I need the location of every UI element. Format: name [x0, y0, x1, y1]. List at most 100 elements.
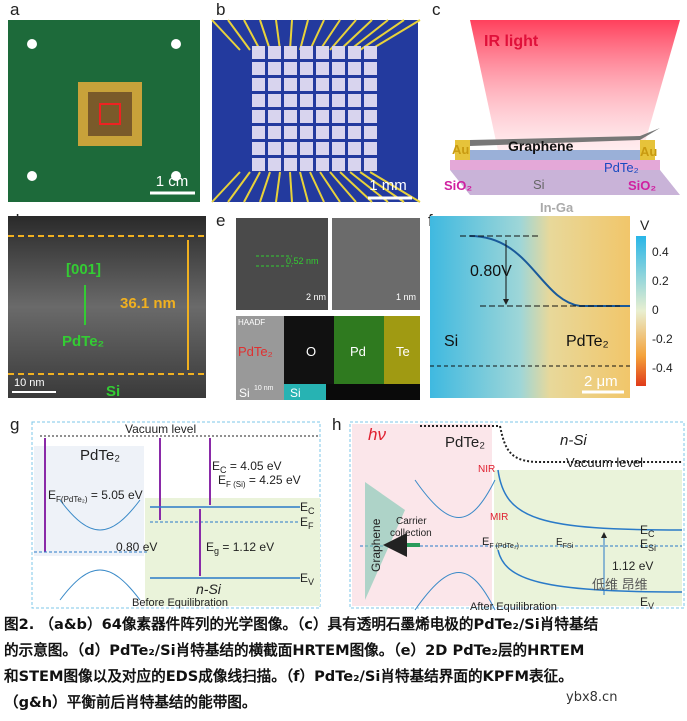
chip-core: [88, 92, 132, 136]
au: [640, 140, 655, 160]
pixel: [332, 62, 345, 75]
pixel: [300, 110, 313, 123]
si-layer: [450, 170, 680, 195]
caption-line: 图2. （a&b）64像素器件阵列的光学图像。（c）具有透明石墨烯电极的PdTe…: [4, 616, 599, 633]
lead: [339, 171, 373, 203]
panel-label: a: [10, 0, 20, 19]
ec-value: EC = 4.05 eV: [212, 459, 282, 475]
pixel: [332, 46, 345, 59]
pixel: [284, 62, 297, 75]
array-bg: [212, 20, 418, 202]
pixel: [316, 126, 329, 139]
figure: a 1 cm b 1 mm c IR light Graphene Au Au …: [8, 0, 685, 612]
pdte2-label: PdTe₂: [604, 160, 639, 175]
efsi-label: EFSi: [556, 537, 574, 550]
collection-label: collection: [390, 528, 432, 539]
au: [455, 140, 470, 160]
scale-label: 2 μm: [584, 373, 618, 390]
material-label: PdTe₂: [445, 434, 485, 451]
panel-label: e: [216, 211, 225, 230]
haadf-map: [236, 316, 284, 400]
pixel: [332, 110, 345, 123]
pixel: [364, 78, 377, 91]
pixel: [284, 110, 297, 123]
graphene-label: Graphene: [508, 138, 574, 154]
ir-beam: [470, 20, 680, 160]
pd-map: [334, 316, 384, 384]
lead: [319, 19, 341, 51]
si-label: Si: [106, 383, 120, 400]
mir-label: MIR: [490, 512, 508, 523]
scale-label: 1 nm: [396, 292, 416, 302]
pixel: [252, 46, 265, 59]
ec-band: [497, 469, 683, 531]
pixel: [268, 158, 281, 171]
ef-si-value: EF (Si) = 4.25 eV: [218, 473, 301, 489]
graphene-label: Graphene: [369, 518, 383, 572]
pixel: [252, 126, 265, 139]
profile: [469, 235, 630, 307]
panel-label: b: [216, 0, 225, 19]
pixel: [300, 94, 313, 107]
lead: [259, 19, 271, 51]
gap-label: 1.12 eV: [612, 559, 653, 573]
pixel: [316, 46, 329, 59]
pdte2-region: [34, 446, 144, 556]
ef-pdte2-value: EF(PdTe₂) = 5.05 eV: [48, 488, 143, 504]
caption-line: 的示意图。（d）PdTe₂/Si肖特基结的横截面HRTEM图像。（e）2D Pd…: [4, 642, 585, 659]
tem-image: [8, 216, 206, 398]
footer: After Equilibration: [470, 601, 557, 612]
lead: [259, 171, 271, 203]
si-label: Si: [290, 386, 301, 400]
ec-label: EC: [300, 500, 315, 516]
pixel: [284, 78, 297, 91]
pixel: [252, 94, 265, 107]
footer: Before Equilibration: [132, 597, 228, 609]
photon-label: hν: [368, 425, 386, 444]
unit-label: V: [640, 217, 650, 233]
panel-label: h: [332, 415, 341, 434]
ev-label: EV: [300, 571, 314, 587]
pixel: [364, 62, 377, 75]
map-label: Pd: [350, 344, 366, 359]
pixel: [300, 142, 313, 155]
panel-label: c: [432, 0, 441, 19]
colorbar-ticks: 0.4 0.2 0 -0.2 -0.4: [652, 245, 673, 375]
pixel: [348, 142, 361, 155]
hrtem: [236, 218, 328, 310]
pixel: [300, 158, 313, 171]
pixel: [348, 46, 361, 59]
map-label: Te: [396, 344, 410, 359]
ir-label: IR light: [484, 33, 539, 50]
highlight: [99, 103, 121, 125]
scale-label: 1 cm: [156, 173, 189, 190]
colorbar-tick: 0: [652, 303, 659, 317]
lead: [299, 19, 309, 51]
material-label: PdTe₂: [80, 447, 120, 464]
scale-label: 10 nm: [254, 385, 274, 392]
pixel: [348, 94, 361, 107]
nir-label: NIR: [478, 464, 495, 475]
oxide-layer: [450, 160, 660, 170]
pixel: [364, 110, 377, 123]
caption-line: （g&h）平衡前后肖特基结的能带图。: [4, 694, 257, 711]
colorbar-tick: 0.2: [652, 274, 669, 288]
lead: [227, 19, 251, 51]
pixel: [268, 46, 281, 59]
pixel: [316, 62, 329, 75]
au-label: Au: [640, 144, 657, 159]
pixel: [364, 46, 377, 59]
collection-label: Carrier: [396, 516, 427, 527]
esi-label: ESi: [640, 537, 656, 553]
pixel: [268, 78, 281, 91]
si-label: n-Si: [560, 432, 587, 449]
pixel: [252, 62, 265, 75]
lead: [275, 19, 281, 51]
pixel: [268, 126, 281, 139]
pixel: [268, 110, 281, 123]
pixel: [316, 142, 329, 155]
pixel: [300, 126, 313, 139]
si-map: [284, 384, 326, 400]
pixel: [364, 94, 377, 107]
watermark: ybx8.cn: [566, 690, 618, 705]
